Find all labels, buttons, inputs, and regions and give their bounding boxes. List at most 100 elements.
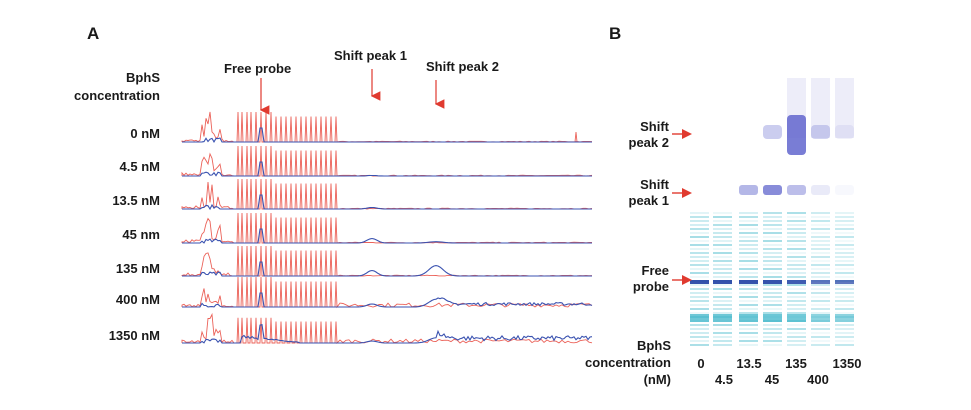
gel-ladder-band	[739, 340, 758, 342]
gel-ladder-band	[713, 248, 732, 250]
gel-ladder-band	[713, 260, 732, 262]
gel-shift2-band-5	[811, 125, 830, 139]
gel-ladder-band	[713, 272, 732, 274]
gel-ladder-band	[713, 228, 732, 230]
gel-ladder-band	[713, 220, 732, 222]
gel-ladder-band	[787, 248, 806, 250]
gel-ladder-band	[763, 256, 782, 258]
gel-ladder-band	[739, 248, 758, 250]
red-trace-row-3	[181, 212, 592, 244]
gel-ladder-band	[713, 312, 732, 314]
gel-axis-title-1: BphS	[637, 338, 671, 353]
gel-ladder-band	[713, 340, 732, 342]
gel-ladder-band	[739, 260, 758, 262]
gel-ladder-band	[787, 300, 806, 302]
gel-ladder-band	[787, 324, 806, 326]
gel-label-free-b: probe	[632, 279, 669, 294]
gel-ladder-band	[690, 300, 709, 302]
gel-top-smear-6	[835, 78, 854, 138]
gel-ladder-band	[811, 304, 830, 306]
gel-label-shift2-b: peak 2	[628, 135, 669, 150]
red-trace-row-2	[181, 178, 593, 210]
gel-ladder-band	[713, 264, 732, 266]
gel-free-probe-band-3	[763, 280, 782, 284]
gel-ladder-band	[835, 308, 854, 310]
gel-ladder-band	[811, 216, 830, 218]
gel-ladder-band	[739, 344, 758, 346]
gel-ladder-band	[690, 248, 709, 250]
gel-ladder-band	[713, 212, 732, 214]
gel-ladder-band	[763, 300, 782, 302]
gel-ladder-band	[690, 292, 709, 294]
gel-ladder-band	[739, 256, 758, 258]
gel-ladder-band	[690, 240, 709, 242]
gel-ladder-band	[763, 212, 782, 214]
gel-ladder-band	[811, 336, 830, 338]
gel-ladder-band	[763, 252, 782, 254]
gel-arrow-head-1	[682, 188, 692, 198]
red-trace-row-6	[181, 312, 593, 345]
gel-ladder-band	[690, 284, 709, 286]
gel-ladder-band	[811, 340, 830, 342]
gel-ladder-band	[811, 292, 830, 294]
gel-ladder-band	[811, 328, 830, 330]
lane-label-6: 1350	[832, 356, 862, 371]
gel-axis-title-3: (nM)	[643, 372, 671, 387]
red-trace-row-4	[181, 245, 593, 277]
gel-ladder-band	[713, 216, 732, 218]
gel-ladder-band	[713, 268, 732, 270]
gel-ladder-band	[787, 216, 806, 218]
gel-shift1-band-4	[787, 185, 806, 195]
gel-ladder-band	[739, 224, 758, 226]
gel-ladder-band	[835, 220, 854, 222]
gel-ladder-band	[690, 344, 709, 346]
gel-ladder-band	[713, 332, 732, 334]
gel-free-probe-band-6	[835, 280, 854, 284]
gel-ladder-band	[763, 220, 782, 222]
blue-trace-row-0	[182, 127, 592, 143]
gel-ladder-band	[690, 244, 709, 246]
gel-ladder-band	[811, 220, 830, 222]
gel-ladder-band	[713, 328, 732, 330]
gel-ladder-band	[690, 308, 709, 310]
gel-ladder-band	[763, 236, 782, 238]
gel-ladder-band	[835, 304, 854, 306]
gel-ladder-band	[811, 308, 830, 310]
gel-ladder-band	[763, 272, 782, 274]
row-label-6: 1350 nM	[108, 328, 160, 343]
blue-trace-row-5	[182, 292, 593, 308]
gel-ladder-band	[713, 300, 732, 302]
gel-ladder-band	[763, 308, 782, 310]
lane-label-2: 13.5	[736, 356, 762, 371]
row-label-1: 4.5 nM	[119, 159, 160, 174]
label-shift-peak-2: Shift peak 2	[426, 59, 499, 74]
gel-label-shift1-b: peak 1	[628, 193, 669, 208]
gel-ladder-band	[811, 264, 830, 266]
gel-ladder-band	[690, 216, 709, 218]
gel-ladder-band	[835, 248, 854, 250]
annotation-arrows	[259, 69, 692, 285]
gel-ladder-band	[739, 252, 758, 254]
red-trace-row-0	[181, 111, 593, 143]
row-label-4: 135 nM	[115, 261, 160, 276]
gel-ladder-band	[763, 340, 782, 342]
gel-ladder-band	[739, 296, 758, 298]
gel-ladder-band	[739, 212, 758, 214]
gel-ladder-band	[763, 324, 782, 326]
gel-top-smear-5	[811, 78, 830, 138]
gel-ladder-band	[835, 332, 854, 334]
gel-ladder-band	[690, 224, 709, 226]
gel-ladder-band	[739, 284, 758, 286]
gel-ladder-band	[811, 236, 830, 238]
electropherogram-traces	[181, 111, 593, 345]
gel-ladder-band	[787, 304, 806, 306]
gel-ladder-band	[713, 324, 732, 326]
gel-ladder-band	[787, 220, 806, 222]
gel-ladder-band	[690, 268, 709, 270]
gel-shift2-band-6	[835, 125, 854, 139]
gel-ladder-band	[811, 212, 830, 214]
lane-label-0: 0	[697, 356, 705, 371]
gel-ladder-band	[713, 336, 732, 338]
gel-ladder-band	[690, 260, 709, 262]
gel-ladder-band	[811, 232, 830, 234]
